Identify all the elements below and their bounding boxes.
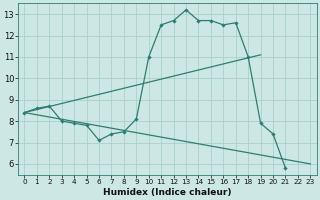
X-axis label: Humidex (Indice chaleur): Humidex (Indice chaleur) (103, 188, 232, 197)
